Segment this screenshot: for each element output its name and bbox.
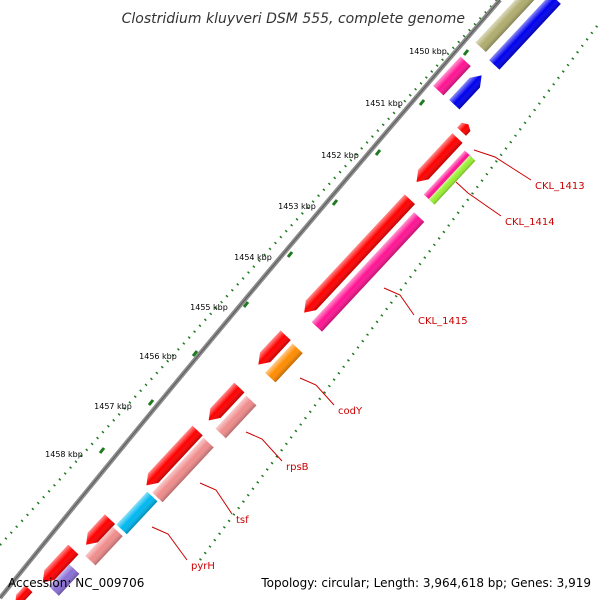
gene-callouts: CKL_1413 CKL_1414 CKL_1415 codY rpsB tsf pyrH — [151, 149, 585, 572]
gene-arrow — [85, 526, 123, 566]
tick-mark — [286, 251, 294, 258]
tick-mark — [462, 49, 470, 56]
backbone — [0, 0, 502, 600]
gene-arrow — [311, 212, 425, 332]
gene-callout-line — [455, 181, 502, 217]
gene-callout-line — [151, 526, 188, 561]
gene-arrow — [423, 150, 473, 202]
tick-label: 1450 kbp — [409, 47, 447, 56]
gene-arrow — [152, 437, 214, 503]
gene-label: CKL_1413 — [535, 181, 585, 192]
gene-arrow — [215, 395, 257, 439]
tick-scale-outer — [0, 0, 498, 546]
gene-arrow — [433, 56, 471, 96]
gene-arrow — [15, 585, 33, 600]
gene-label: pyrH — [191, 561, 215, 572]
scale-ticks: 1450 kbp 1451 kbp 1452 kbp 1453 kbp 1454 kbp… — [45, 47, 470, 459]
gene-callout-line — [199, 482, 233, 515]
tick-label: 1455 kbp — [190, 303, 228, 312]
tick-label: 1453 kbp — [278, 202, 316, 211]
tick-label: 1457 kbp — [94, 402, 132, 411]
tick-label: 1458 kbp — [45, 450, 83, 459]
gene-label: codY — [338, 406, 363, 417]
tick-mark — [331, 199, 339, 206]
tick-label: 1452 kbp — [321, 151, 359, 160]
tick-label: 1451 kbp — [365, 99, 403, 108]
gene-callout-line — [383, 287, 415, 316]
gene-callout-line — [245, 431, 283, 462]
gene-arrow — [428, 155, 476, 205]
gene-callout-line — [299, 377, 335, 406]
gene-callout-line — [473, 149, 532, 181]
tick-mark — [242, 301, 250, 308]
gene-arrow — [86, 514, 116, 545]
gene-arrow — [475, 0, 541, 53]
gene-arrow — [48, 564, 80, 596]
gene-arrow — [489, 0, 561, 70]
gene-arrow — [146, 425, 203, 486]
gene-arrow — [457, 122, 471, 136]
tick-label: 1454 kbp — [234, 253, 272, 262]
gene-label: CKL_1414 — [505, 217, 555, 228]
backbone-edge — [0, 0, 501, 599]
gene-label: rpsB — [286, 462, 309, 473]
gene-label: tsf — [236, 515, 249, 526]
genome-summary: Topology: circular; Length: 3,964,618 bp… — [261, 576, 591, 590]
gene-arrow — [208, 382, 245, 421]
tick-mark — [418, 99, 426, 106]
gene-label: CKL_1415 — [418, 316, 468, 327]
gene-features — [15, 0, 561, 600]
gene-arrow — [42, 544, 79, 583]
map-title: Clostridium kluyveri DSM 555, complete g… — [122, 11, 465, 27]
gene-arrow — [258, 330, 291, 365]
tick-mark — [98, 447, 106, 454]
tick-label: 1456 kbp — [139, 352, 177, 361]
gene-arrow — [449, 75, 482, 110]
gene-arrow — [304, 194, 415, 313]
tick-mark — [147, 399, 155, 406]
gene-arrow — [265, 343, 303, 383]
gene-arrow — [416, 133, 463, 182]
tick-mark — [374, 149, 382, 156]
tick-mark — [191, 350, 199, 357]
accession-text: Accession: NC_009706 — [8, 576, 145, 590]
gene-arrow — [116, 491, 158, 535]
